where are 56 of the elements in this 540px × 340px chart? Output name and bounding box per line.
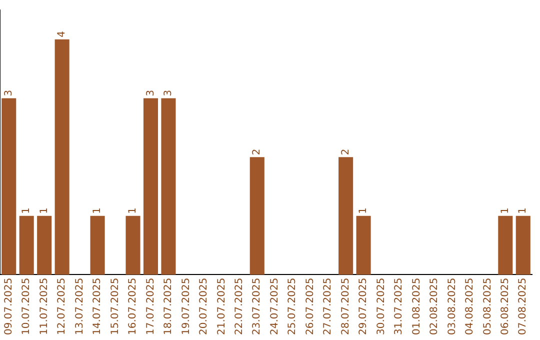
x-tick-label: 28.07.2025 [340,278,352,336]
x-tick-label: 31.07.2025 [394,278,405,336]
bar [498,216,513,275]
x-tick-label: 09.07.2025 [3,278,14,336]
data-label: 1 [500,208,511,214]
x-tick-label: 01.08.2025 [411,278,422,336]
data-label: 1 [518,208,529,214]
data-label: 3 [163,90,174,96]
x-tick-label: 13.07.2025 [74,278,86,336]
x-tick-label: 11.07.2025 [38,278,50,336]
x-tick-label: 29.07.2025 [358,278,370,336]
data-label: 1 [38,208,50,214]
bar [143,98,158,275]
bar [356,216,371,275]
x-tick-label: 20.07.2025 [198,278,210,336]
x-tick-label: 30.07.2025 [376,278,387,336]
x-tick-label: 06.08.2025 [500,278,511,336]
x-tick-label: 18.07.2025 [163,278,174,336]
x-tick-label: 10.07.2025 [21,278,32,336]
data-label: 4 [56,31,68,38]
x-tick-label: 05.08.2025 [482,278,494,336]
bar [54,39,70,275]
bar [161,98,176,275]
data-label: 1 [358,208,370,214]
data-label: 3 [3,90,14,96]
bar [250,157,264,275]
x-tick-label: 04.08.2025 [464,278,476,336]
x-tick-label: 27.07.2025 [322,278,334,336]
x-tick-label: 02.08.2025 [429,278,440,336]
x-tick-label: 22.07.2025 [234,278,245,336]
data-label: 1 [128,208,139,214]
x-tick-label: 17.07.2025 [145,278,156,336]
data-label: 1 [92,208,104,214]
x-tick-label: 19.07.2025 [180,278,192,336]
x-tick-label: 15.07.2025 [110,278,121,336]
bar [516,216,530,275]
bar [126,216,140,275]
x-tick-label: 21.07.2025 [216,278,228,336]
x-tick-label: 12.07.2025 [56,278,68,336]
x-tick-label: 16.07.2025 [128,278,139,336]
x-tick-label: 03.08.2025 [446,278,458,336]
data-label: 2 [340,148,352,156]
x-tick-label: 07.08.2025 [518,278,529,336]
data-label: 2 [252,148,263,156]
bar [338,157,354,275]
bar [2,98,16,275]
bar [37,216,52,275]
x-tick-label: 25.07.2025 [287,278,298,336]
data-label: 3 [145,90,156,96]
data-label: 1 [21,208,32,214]
x-tick-label: 24.07.2025 [269,278,280,336]
x-tick-label: 14.07.2025 [92,278,104,336]
bar [19,216,34,275]
x-tick-label: 26.07.2025 [304,278,316,336]
x-tick-label: 23.07.2025 [252,278,263,336]
bar [90,216,105,275]
